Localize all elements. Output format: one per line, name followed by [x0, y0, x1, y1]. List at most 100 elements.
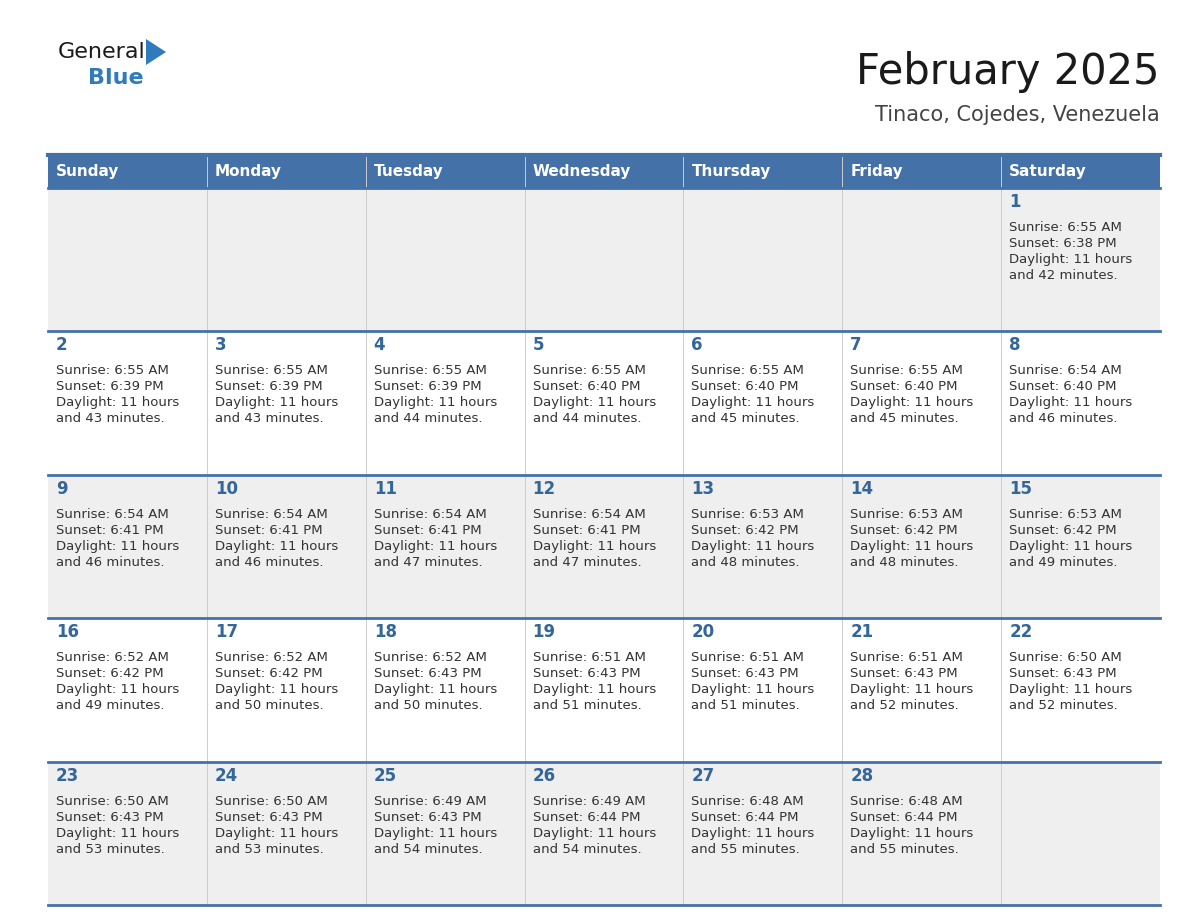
Text: and 44 minutes.: and 44 minutes. [532, 412, 642, 425]
Text: Daylight: 11 hours: Daylight: 11 hours [374, 683, 497, 696]
Text: 5: 5 [532, 336, 544, 354]
Text: Sunset: 6:42 PM: Sunset: 6:42 PM [56, 667, 164, 680]
Text: Sunrise: 6:52 AM: Sunrise: 6:52 AM [374, 651, 487, 665]
Text: Sunset: 6:42 PM: Sunset: 6:42 PM [691, 524, 800, 537]
Text: Blue: Blue [88, 68, 144, 88]
Text: Daylight: 11 hours: Daylight: 11 hours [851, 683, 973, 696]
Text: 9: 9 [56, 480, 68, 498]
Text: Sunset: 6:43 PM: Sunset: 6:43 PM [532, 667, 640, 680]
Text: Sunrise: 6:55 AM: Sunrise: 6:55 AM [532, 364, 645, 377]
Text: Sunset: 6:43 PM: Sunset: 6:43 PM [374, 811, 481, 823]
Text: 15: 15 [1009, 480, 1032, 498]
Text: Daylight: 11 hours: Daylight: 11 hours [215, 397, 339, 409]
Text: Sunset: 6:38 PM: Sunset: 6:38 PM [1009, 237, 1117, 250]
Text: and 50 minutes.: and 50 minutes. [374, 700, 482, 712]
Text: 27: 27 [691, 767, 715, 785]
Text: Sunset: 6:42 PM: Sunset: 6:42 PM [1009, 524, 1117, 537]
Text: and 43 minutes.: and 43 minutes. [215, 412, 323, 425]
Text: Daylight: 11 hours: Daylight: 11 hours [532, 683, 656, 696]
Text: Sunrise: 6:52 AM: Sunrise: 6:52 AM [215, 651, 328, 665]
Text: Sunrise: 6:53 AM: Sunrise: 6:53 AM [851, 508, 963, 521]
Text: Daylight: 11 hours: Daylight: 11 hours [215, 683, 339, 696]
Text: and 55 minutes.: and 55 minutes. [691, 843, 801, 856]
Text: 22: 22 [1009, 623, 1032, 641]
Text: Daylight: 11 hours: Daylight: 11 hours [851, 540, 973, 553]
Text: Daylight: 11 hours: Daylight: 11 hours [215, 826, 339, 840]
Text: and 43 minutes.: and 43 minutes. [56, 412, 165, 425]
Text: Sunrise: 6:54 AM: Sunrise: 6:54 AM [215, 508, 328, 521]
Text: Sunset: 6:40 PM: Sunset: 6:40 PM [691, 380, 798, 394]
Text: Sunset: 6:40 PM: Sunset: 6:40 PM [1009, 380, 1117, 394]
Text: and 42 minutes.: and 42 minutes. [1009, 269, 1118, 282]
Text: Sunset: 6:39 PM: Sunset: 6:39 PM [374, 380, 481, 394]
Bar [366, 155, 525, 188]
Text: 2: 2 [56, 336, 68, 354]
Text: Tinaco, Cojedes, Venezuela: Tinaco, Cojedes, Venezuela [876, 105, 1159, 125]
Text: Sunrise: 6:55 AM: Sunrise: 6:55 AM [374, 364, 487, 377]
Text: Sunset: 6:43 PM: Sunset: 6:43 PM [215, 811, 322, 823]
Text: Sunrise: 6:51 AM: Sunrise: 6:51 AM [532, 651, 645, 665]
Text: and 46 minutes.: and 46 minutes. [215, 555, 323, 569]
Text: 24: 24 [215, 767, 238, 785]
Bar [525, 155, 683, 188]
Text: and 47 minutes.: and 47 minutes. [374, 555, 482, 569]
Text: and 53 minutes.: and 53 minutes. [215, 843, 323, 856]
Text: Sunset: 6:42 PM: Sunset: 6:42 PM [215, 667, 322, 680]
Text: Daylight: 11 hours: Daylight: 11 hours [56, 540, 179, 553]
Text: Daylight: 11 hours: Daylight: 11 hours [532, 540, 656, 553]
Text: Daylight: 11 hours: Daylight: 11 hours [851, 397, 973, 409]
Text: and 46 minutes.: and 46 minutes. [56, 555, 164, 569]
Text: Sunrise: 6:53 AM: Sunrise: 6:53 AM [691, 508, 804, 521]
Text: Daylight: 11 hours: Daylight: 11 hours [56, 683, 179, 696]
Text: 7: 7 [851, 336, 862, 354]
Text: Sunset: 6:41 PM: Sunset: 6:41 PM [56, 524, 164, 537]
Bar [48, 618, 1159, 762]
Text: Sunset: 6:43 PM: Sunset: 6:43 PM [691, 667, 800, 680]
Bar [842, 155, 1001, 188]
Text: 6: 6 [691, 336, 703, 354]
Text: Sunset: 6:44 PM: Sunset: 6:44 PM [851, 811, 958, 823]
Text: 28: 28 [851, 767, 873, 785]
Text: Sunrise: 6:54 AM: Sunrise: 6:54 AM [374, 508, 486, 521]
Text: Saturday: Saturday [1009, 164, 1087, 179]
Text: Daylight: 11 hours: Daylight: 11 hours [691, 540, 815, 553]
Text: Sunrise: 6:51 AM: Sunrise: 6:51 AM [851, 651, 963, 665]
Text: Sunrise: 6:55 AM: Sunrise: 6:55 AM [56, 364, 169, 377]
Text: Daylight: 11 hours: Daylight: 11 hours [1009, 683, 1132, 696]
Text: and 49 minutes.: and 49 minutes. [56, 700, 164, 712]
Text: 23: 23 [56, 767, 80, 785]
Text: Sunrise: 6:55 AM: Sunrise: 6:55 AM [1009, 221, 1121, 234]
Text: Sunrise: 6:48 AM: Sunrise: 6:48 AM [851, 795, 963, 808]
Text: Friday: Friday [851, 164, 903, 179]
Text: 17: 17 [215, 623, 238, 641]
Text: Sunrise: 6:50 AM: Sunrise: 6:50 AM [1009, 651, 1121, 665]
Text: Sunrise: 6:50 AM: Sunrise: 6:50 AM [215, 795, 328, 808]
Text: Wednesday: Wednesday [532, 164, 631, 179]
Text: 14: 14 [851, 480, 873, 498]
Text: Sunset: 6:39 PM: Sunset: 6:39 PM [56, 380, 164, 394]
Text: 12: 12 [532, 480, 556, 498]
Text: Daylight: 11 hours: Daylight: 11 hours [215, 540, 339, 553]
Text: Sunrise: 6:52 AM: Sunrise: 6:52 AM [56, 651, 169, 665]
Text: Sunset: 6:39 PM: Sunset: 6:39 PM [215, 380, 322, 394]
Text: 25: 25 [374, 767, 397, 785]
Text: 16: 16 [56, 623, 78, 641]
Text: and 53 minutes.: and 53 minutes. [56, 843, 165, 856]
Text: and 45 minutes.: and 45 minutes. [691, 412, 800, 425]
Text: and 48 minutes.: and 48 minutes. [851, 555, 959, 569]
Text: Daylight: 11 hours: Daylight: 11 hours [1009, 397, 1132, 409]
Text: Sunrise: 6:48 AM: Sunrise: 6:48 AM [691, 795, 804, 808]
Text: and 44 minutes.: and 44 minutes. [374, 412, 482, 425]
Text: 4: 4 [374, 336, 385, 354]
Text: Daylight: 11 hours: Daylight: 11 hours [1009, 540, 1132, 553]
Text: and 47 minutes.: and 47 minutes. [532, 555, 642, 569]
Text: Thursday: Thursday [691, 164, 771, 179]
Text: 26: 26 [532, 767, 556, 785]
Text: and 46 minutes.: and 46 minutes. [1009, 412, 1118, 425]
Text: 10: 10 [215, 480, 238, 498]
Text: 11: 11 [374, 480, 397, 498]
Text: Sunday: Sunday [56, 164, 119, 179]
Text: and 49 minutes.: and 49 minutes. [1009, 555, 1118, 569]
Text: Sunset: 6:40 PM: Sunset: 6:40 PM [851, 380, 958, 394]
Text: Daylight: 11 hours: Daylight: 11 hours [374, 540, 497, 553]
